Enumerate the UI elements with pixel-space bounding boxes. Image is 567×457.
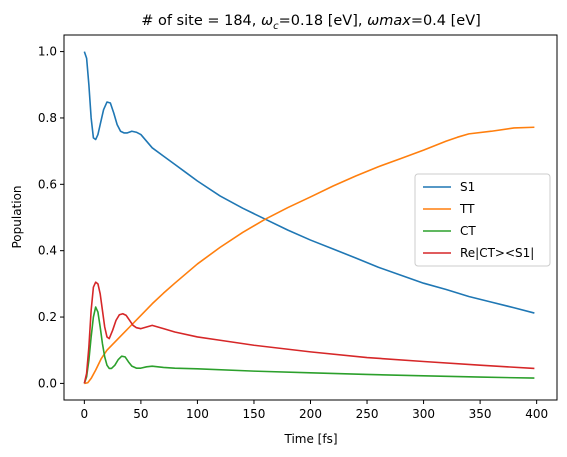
plot-lines: [83, 51, 535, 385]
x-tick-label: 50: [133, 407, 148, 421]
x-tick-label: 350: [469, 407, 492, 421]
x-tick-label: 250: [356, 407, 379, 421]
y-axis-label: Population: [10, 185, 24, 248]
chart-title-omega-max: ωmax: [367, 13, 411, 29]
legend-box: [414, 173, 551, 267]
y-tick-label: 0.4: [38, 244, 57, 258]
x-tick-label: 200: [299, 407, 322, 421]
chart-title-mid: =0.18 [eV],: [279, 13, 367, 29]
series-line-s1: [83, 51, 535, 314]
axes-ticks: 0 50 100 150 200 250 300 350 400 0.0 0.2 0.4 0.6 0.8 1…: [38, 45, 548, 421]
y-tick-label: 0.2: [38, 310, 57, 324]
y-tick-label: 1.0: [38, 45, 57, 59]
x-tick-label: 0: [81, 407, 89, 421]
y-tick-label: 0.0: [38, 376, 57, 390]
x-tick-label: 100: [186, 407, 209, 421]
legend-entry: Re|CT><S1|: [460, 246, 534, 260]
x-tick-label: 400: [525, 407, 548, 421]
plot-frame: [63, 34, 558, 401]
x-tick-label: 150: [243, 407, 266, 421]
series-line-ct: [83, 306, 535, 384]
x-axis-label: Time [fs]: [283, 432, 337, 446]
chart-title-suffix: =0.4 [eV]: [411, 13, 481, 29]
chart-title-omega: ω: [261, 13, 273, 29]
legend-entry: CT: [460, 224, 476, 238]
legend-entry: TT: [459, 202, 475, 216]
series-line-tt: [84, 126, 535, 385]
legend: S1 TT CT Re|CT><S1|: [414, 173, 551, 267]
y-tick-label: 0.6: [38, 177, 57, 191]
chart-title-subscript: c: [273, 21, 279, 32]
chart-title-prefix: # of site = 184,: [141, 13, 261, 29]
chart-title: # of site = 184, ωc=0.18 [eV], ωmax=0.4 …: [141, 13, 481, 32]
y-tick-label: 0.8: [38, 111, 57, 125]
x-tick-label: 300: [412, 407, 435, 421]
legend-entry: S1: [460, 180, 475, 194]
series-line-re-ct-s1: [83, 281, 535, 384]
